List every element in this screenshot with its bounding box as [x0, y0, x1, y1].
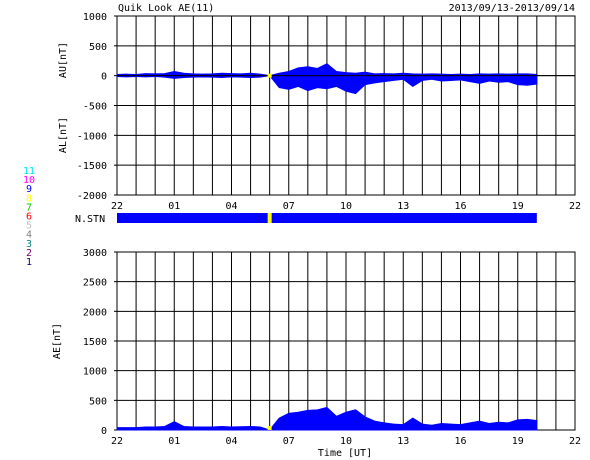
legend-station-8: 8 — [26, 193, 32, 204]
legend-station-5: 5 — [26, 221, 32, 232]
ae-ytick-label: 2000 — [83, 307, 107, 318]
data-gap-marker — [267, 426, 272, 430]
legend-station-1: 1 — [26, 257, 32, 268]
au-al-xtick-label: 22 — [111, 201, 123, 212]
au-al-envelope-series — [116, 63, 538, 95]
ae-xtick-label: 16 — [454, 436, 466, 447]
ae-xtick-label: 13 — [397, 436, 409, 447]
legend-station-3: 3 — [26, 239, 32, 250]
au-al-ytick-label: -2000 — [77, 191, 107, 202]
time-axis-label: Time [UT] — [318, 448, 372, 459]
au-al-xtick-label: 13 — [397, 201, 409, 212]
au-al-xtick-label: 19 — [512, 201, 524, 212]
ae-grid — [116, 251, 576, 431]
au-al-y-ticks: 1000 500 0 -500 -1000 -1500 -2000 — [77, 12, 117, 202]
au-al-ytick-label: 1000 — [83, 12, 107, 23]
au-al-panel: 1000 500 0 -500 -1000 -1500 -2000 22 01 04 07 10 13… — [58, 12, 581, 212]
ae-xtick-label: 22 — [111, 436, 123, 447]
ae-ytick-label: 500 — [89, 396, 107, 407]
station-gap-marker — [267, 213, 272, 223]
au-al-xtick-label: 16 — [454, 201, 466, 212]
ae-xtick-label: 22 — [569, 436, 581, 447]
ae-xtick-label: 19 — [512, 436, 524, 447]
au-al-ytick-label: -1000 — [77, 131, 107, 142]
au-al-ytick-label: 0 — [101, 72, 107, 83]
au-al-xtick-label: 01 — [168, 201, 180, 212]
ae-xtick-label: 01 — [168, 436, 180, 447]
ae-xtick-label: 07 — [283, 436, 295, 447]
au-al-xtick-label: 22 — [569, 201, 581, 212]
legend-station-9: 9 — [26, 184, 32, 195]
al-axis-label: AL[nT] — [58, 117, 69, 153]
au-al-xtick-label: 07 — [283, 201, 295, 212]
au-al-ytick-label: 500 — [89, 42, 107, 53]
au-al-grid — [116, 15, 576, 196]
ae-series — [116, 406, 538, 431]
ae-axis-label: AE[nT] — [52, 323, 63, 359]
legend-station-6: 6 — [26, 212, 32, 223]
ae-data — [116, 406, 538, 431]
chart-title: Quik Look AE(11) — [118, 3, 214, 14]
ae-ytick-label: 0 — [101, 426, 107, 437]
ae-xtick-label: 04 — [225, 436, 237, 447]
ae-ytick-label: 2500 — [83, 278, 107, 289]
ae-panel: 3000 2500 2000 1500 1000 500 0 22 01 04 07 10 13 16 1… — [52, 248, 581, 459]
legend-station-4: 4 — [26, 230, 32, 241]
au-al-xtick-label: 04 — [225, 201, 237, 212]
au-al-data — [116, 63, 575, 95]
au-al-xtick-label: 10 — [340, 201, 352, 212]
legend-station-10: 10 — [23, 175, 35, 186]
ae-ytick-label: 3000 — [83, 248, 107, 259]
ae-ytick-label: 1000 — [83, 367, 107, 378]
legend-station-7: 7 — [26, 202, 32, 213]
nstn-label: N.STN — [75, 214, 105, 225]
data-gap-marker — [267, 73, 272, 78]
ae-y-ticks: 3000 2500 2000 1500 1000 500 0 — [83, 248, 117, 437]
station-count-bar — [117, 213, 537, 223]
legend-station-11: 11 — [23, 166, 35, 177]
au-al-ytick-label: -500 — [83, 102, 107, 113]
station-count-strip — [117, 213, 537, 223]
au-al-x-ticks: 22 01 04 07 10 13 16 19 22 — [111, 201, 581, 212]
au-axis-label: AU[nT] — [58, 42, 69, 78]
legend-station-2: 2 — [26, 248, 32, 259]
ae-xtick-label: 10 — [340, 436, 352, 447]
ae-ytick-label: 1500 — [83, 337, 107, 348]
au-al-ytick-label: -1500 — [77, 161, 107, 172]
date-range: 2013/09/13-2013/09/14 — [449, 3, 575, 14]
ae-x-ticks: 22 01 04 07 10 13 16 19 22 — [111, 436, 581, 447]
